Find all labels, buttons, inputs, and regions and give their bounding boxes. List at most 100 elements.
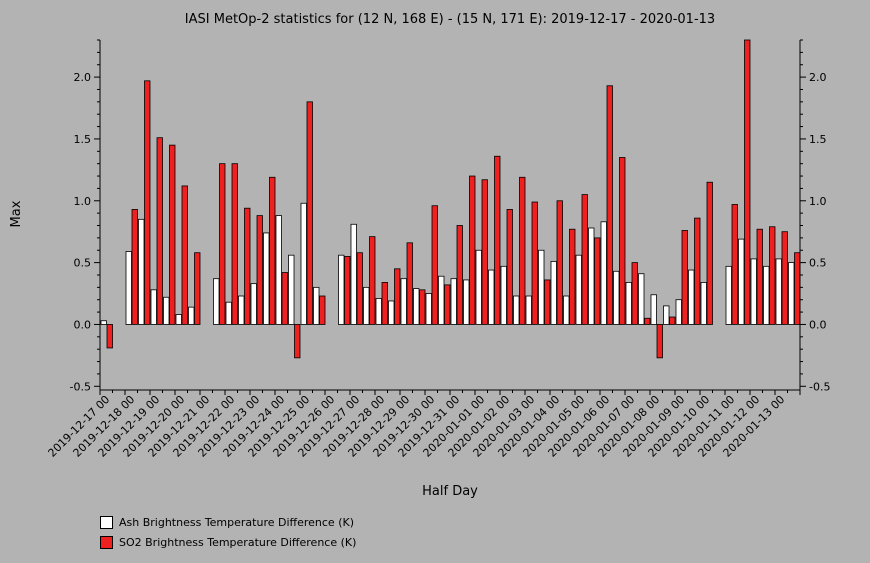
so2-bar — [731, 204, 738, 325]
so2-bar — [231, 163, 238, 325]
ash-bar — [263, 232, 270, 325]
so2-bar — [456, 225, 463, 325]
legend-label-so2: SO2 Brightness Temperature Difference (K… — [119, 535, 357, 549]
so2-bar — [169, 144, 176, 325]
so2-bar — [194, 252, 201, 325]
so2-bar — [756, 228, 763, 325]
ash-bar — [600, 221, 607, 325]
ash-bar — [150, 289, 157, 325]
ash-bar — [650, 294, 657, 325]
y-tick-label-left: 1.5 — [74, 133, 92, 146]
ash-bar — [450, 278, 457, 325]
ash-bar — [613, 270, 620, 325]
chart-title: IASI MetOp-2 statistics for (12 N, 168 E… — [185, 12, 715, 27]
legend-swatch-ash — [100, 515, 113, 529]
so2-bar — [294, 324, 301, 359]
ash-bar — [663, 305, 670, 325]
ash-bar — [738, 238, 745, 325]
y-tick-label-right: 0.5 — [809, 257, 827, 270]
so2-bar — [794, 252, 801, 325]
so2-bar — [769, 226, 776, 325]
so2-bar — [394, 268, 401, 325]
ash-bar — [238, 295, 245, 325]
so2-bar — [644, 317, 651, 325]
so2-bar — [144, 80, 151, 325]
legend: Ash Brightness Temperature Difference (K… — [100, 512, 356, 552]
ash-bar — [763, 265, 770, 325]
ash-bar — [338, 254, 345, 325]
legend-item-so2: SO2 Brightness Temperature Difference (K… — [100, 532, 356, 552]
ash-bar — [313, 286, 320, 325]
so2-bar — [381, 282, 388, 325]
ash-bar — [350, 223, 357, 325]
ash-bar — [388, 300, 395, 325]
ash-bar — [425, 293, 432, 325]
bars-layer — [100, 39, 801, 359]
so2-bar — [681, 230, 688, 325]
legend-swatch-so2 — [100, 535, 113, 549]
so2-bar — [544, 279, 551, 325]
ash-bar — [788, 262, 795, 325]
ash-bar — [688, 269, 695, 325]
so2-bar — [581, 194, 588, 325]
so2-bar — [269, 176, 276, 325]
y-axis-label: Max — [9, 200, 24, 227]
ash-bar — [675, 299, 682, 325]
ash-bar — [513, 295, 520, 325]
so2-bar — [131, 209, 138, 325]
so2-bar — [306, 101, 313, 325]
so2-bar — [744, 39, 751, 325]
y-tick-label-right: 1.5 — [809, 133, 827, 146]
y-tick-label-left: 0.5 — [74, 257, 92, 270]
legend-item-ash: Ash Brightness Temperature Difference (K… — [100, 512, 356, 532]
so2-bar — [181, 185, 188, 325]
ash-bar — [438, 275, 445, 325]
ash-bar — [638, 273, 645, 325]
ash-bar — [488, 269, 495, 325]
so2-bar — [694, 217, 701, 325]
y-tick-label-left: 2.0 — [74, 71, 92, 84]
ash-bar — [575, 254, 582, 325]
ash-bar — [163, 296, 170, 325]
ash-bar — [125, 251, 132, 325]
ash-bar — [625, 282, 632, 325]
so2-bar — [319, 295, 326, 325]
so2-bar — [219, 163, 226, 325]
ash-bar — [413, 288, 420, 325]
so2-bar — [594, 237, 601, 325]
ash-bar — [588, 227, 595, 325]
ash-bar — [188, 306, 195, 325]
so2-bar — [606, 85, 613, 325]
ash-bar — [138, 218, 145, 325]
ash-bar — [538, 249, 545, 325]
so2-bar — [619, 157, 626, 325]
so2-bar — [369, 236, 376, 325]
so2-bar — [781, 231, 788, 325]
ash-bar — [463, 279, 470, 325]
ash-bar — [550, 260, 557, 325]
ash-bar — [225, 301, 232, 325]
ash-bar — [400, 278, 407, 325]
ash-bar — [213, 278, 220, 325]
y-tick-label-right: 2.0 — [809, 71, 827, 84]
so2-bar — [506, 209, 513, 325]
legend-label-ash: Ash Brightness Temperature Difference (K… — [119, 515, 354, 529]
ash-bar — [175, 314, 182, 325]
so2-bar — [531, 201, 538, 325]
y-tick-label-left: 1.0 — [74, 195, 92, 208]
so2-bar — [406, 242, 413, 325]
so2-bar — [481, 179, 488, 325]
so2-bar — [156, 137, 163, 325]
so2-bar — [281, 272, 288, 325]
so2-bar — [569, 228, 576, 325]
so2-bar — [431, 205, 438, 325]
so2-bar — [344, 256, 351, 325]
ash-bar — [275, 215, 282, 325]
ash-bar — [375, 298, 382, 325]
ash-bar — [563, 295, 570, 325]
so2-bar — [256, 215, 263, 325]
so2-bar — [656, 324, 663, 359]
ash-bar — [525, 295, 532, 325]
ash-bar — [100, 320, 107, 325]
